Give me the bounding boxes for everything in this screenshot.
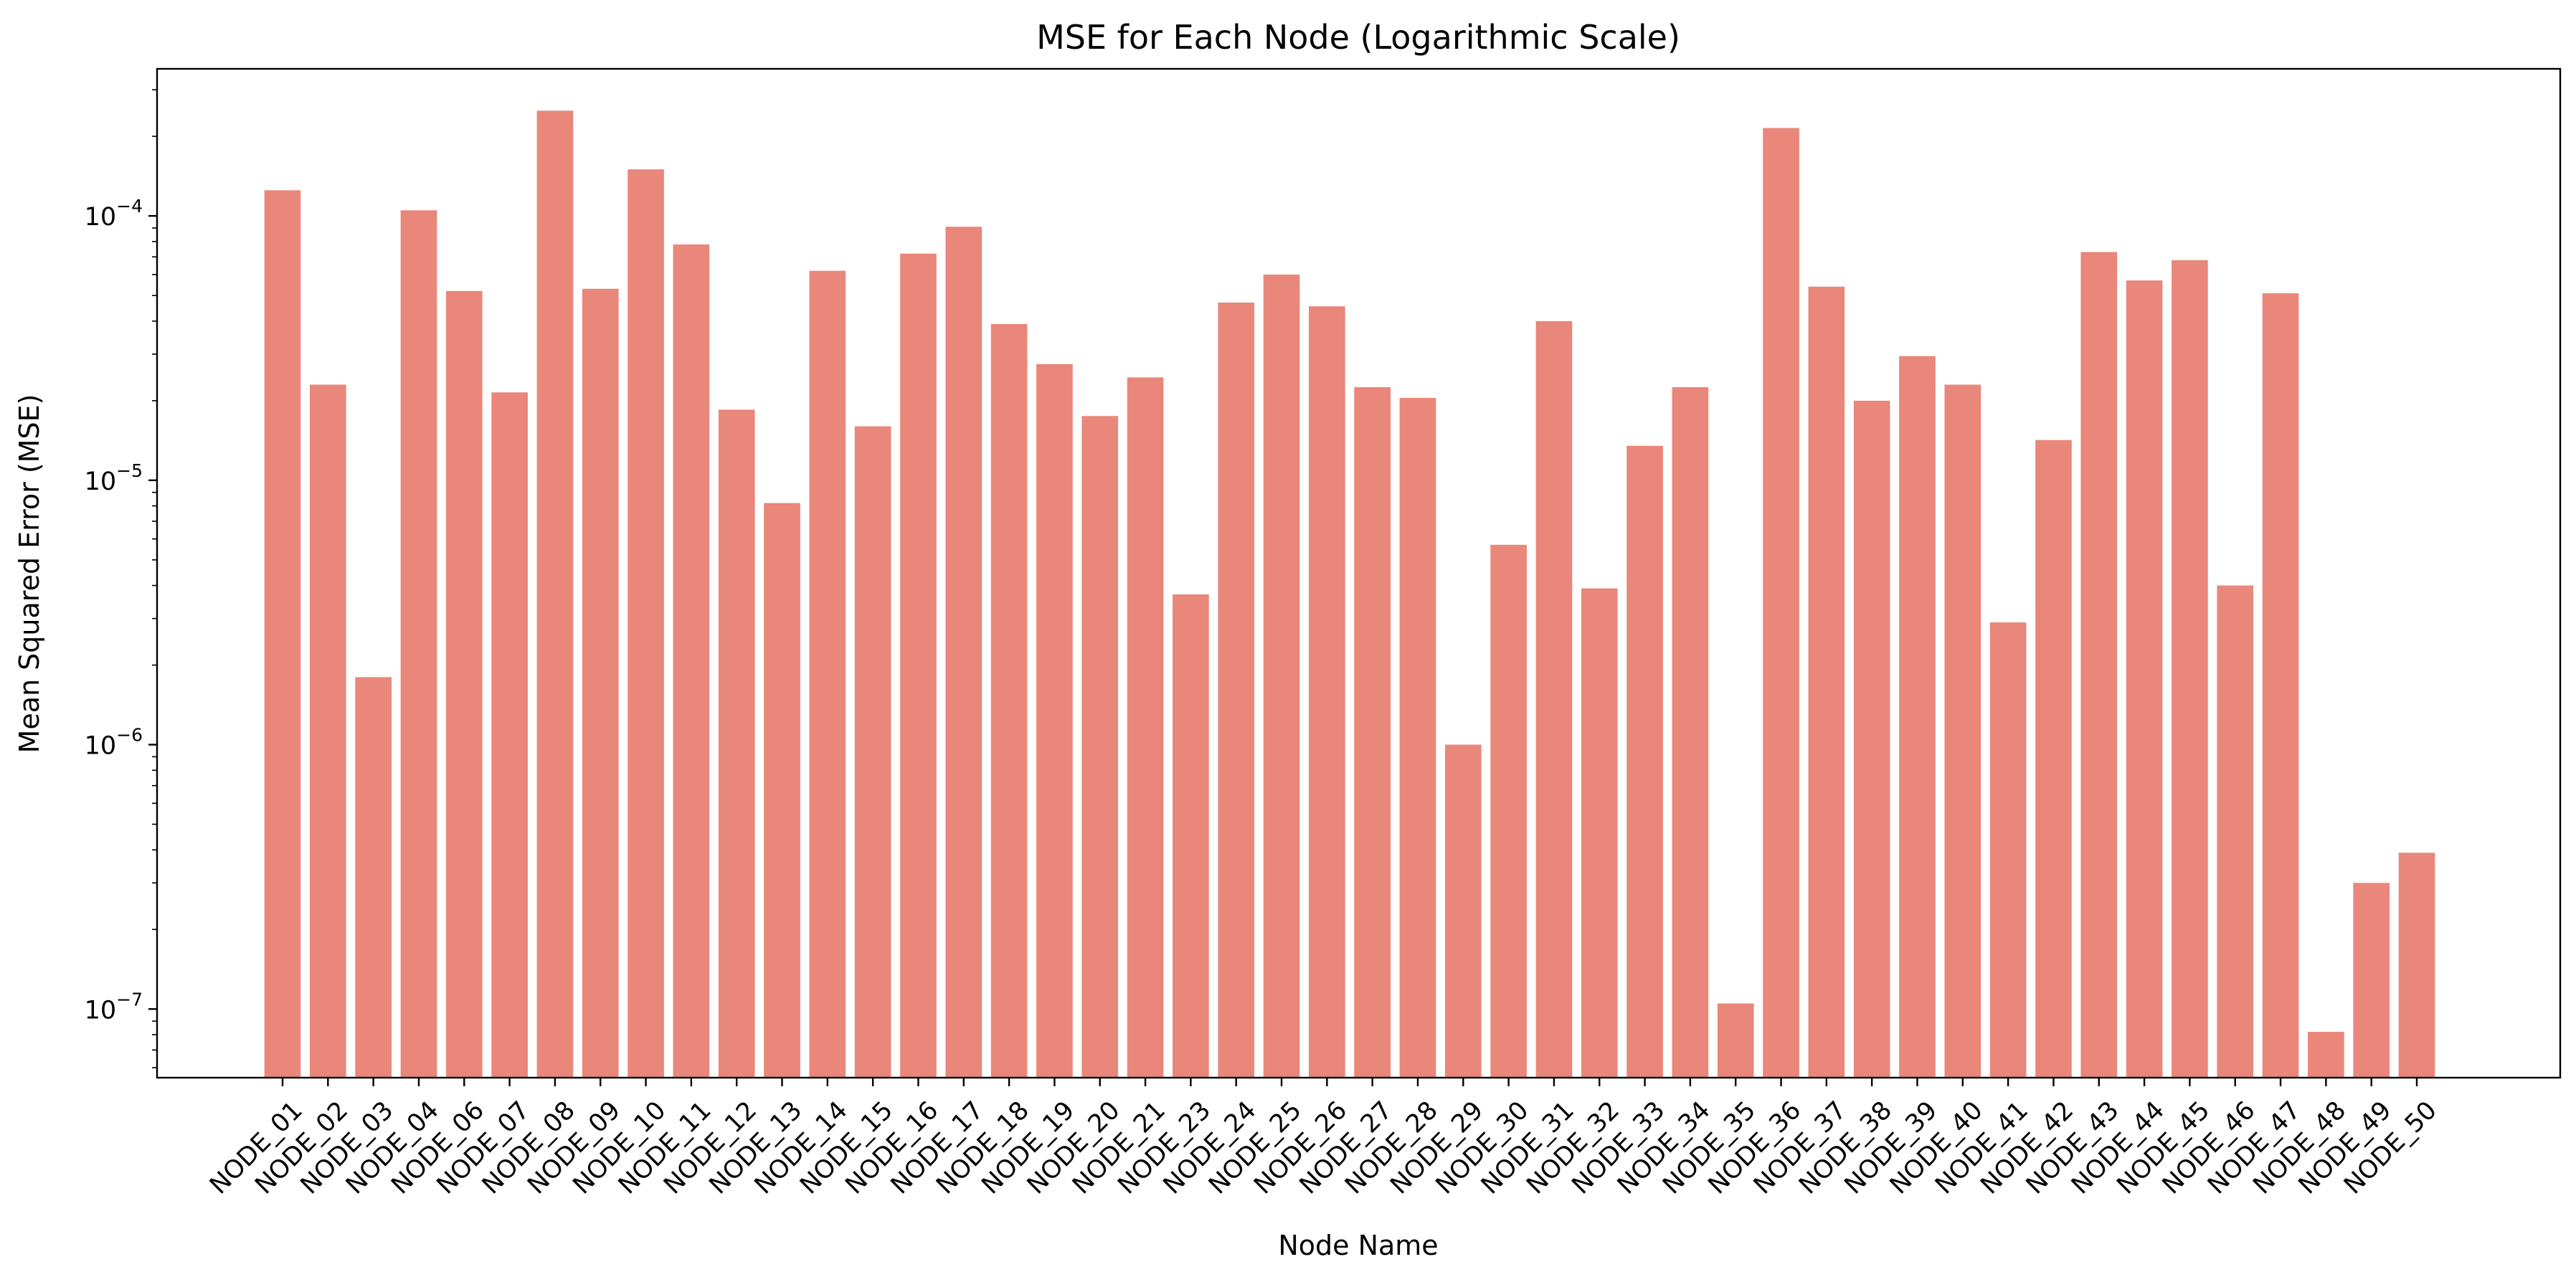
bar-node-25 xyxy=(1263,274,1300,1078)
bar-node-13 xyxy=(764,503,800,1078)
bar-node-19 xyxy=(1036,364,1073,1078)
bar-node-32 xyxy=(1581,588,1618,1078)
bar-node-23 xyxy=(1173,594,1209,1078)
y-tick-label: 10−5 xyxy=(85,460,143,496)
bar-node-08 xyxy=(536,110,574,1078)
bar-node-09 xyxy=(582,288,619,1078)
bar-node-15 xyxy=(854,426,891,1078)
bar-node-21 xyxy=(1127,377,1164,1078)
bar-node-20 xyxy=(1081,416,1119,1078)
plot-frame xyxy=(156,67,2562,1079)
bar-node-40 xyxy=(1944,384,1981,1078)
bars-group xyxy=(264,110,2435,1078)
bar-node-44 xyxy=(2126,280,2163,1078)
bar-node-17 xyxy=(945,227,982,1078)
bar-node-29 xyxy=(1444,744,1482,1078)
y-axis: 10−7 10−6 10−5 10−4 xyxy=(85,89,157,1068)
chart-title: MSE for Each Node (Logarithmic Scale) xyxy=(1036,18,1680,57)
y-tick-label: 10−4 xyxy=(85,196,143,232)
bar-node-28 xyxy=(1399,397,1436,1078)
bar-node-26 xyxy=(1309,306,1345,1078)
bar-node-27 xyxy=(1354,386,1391,1078)
x-axis-title: Node Name xyxy=(1278,1230,1438,1261)
bar-node-48 xyxy=(2308,1032,2344,1078)
bar-node-10 xyxy=(628,169,664,1078)
bar-node-38 xyxy=(1853,400,1890,1078)
y-tick-label: 10−6 xyxy=(85,725,143,761)
y-tick-label: 10−7 xyxy=(85,989,143,1025)
bar-node-18 xyxy=(990,323,1028,1078)
bar-node-46 xyxy=(2217,585,2254,1078)
bar-node-12 xyxy=(718,409,755,1078)
bar-node-03 xyxy=(355,677,392,1078)
bar-node-31 xyxy=(1535,321,1573,1078)
bar-node-16 xyxy=(900,253,937,1078)
bar-node-49 xyxy=(2353,883,2390,1078)
x-axis: NODE_01NODE_02NODE_03NODE_04NODE_06NODE_… xyxy=(204,1078,2443,1200)
bar-node-01 xyxy=(264,190,301,1078)
bar-node-41 xyxy=(1989,622,2027,1078)
bar-node-35 xyxy=(1717,1003,1754,1078)
y-axis-title: Mean Squared Error (MSE) xyxy=(14,394,45,754)
bar-node-06 xyxy=(445,290,483,1078)
bar-node-39 xyxy=(1899,356,1936,1078)
bar-node-02 xyxy=(309,384,346,1078)
bar-node-34 xyxy=(1672,386,1709,1078)
bar-node-43 xyxy=(2080,252,2118,1078)
bar-node-11 xyxy=(673,244,710,1078)
bar-node-36 xyxy=(1763,128,1799,1078)
bar-node-50 xyxy=(2398,853,2435,1078)
bar-node-33 xyxy=(1626,445,1663,1078)
bar-node-37 xyxy=(1808,286,1845,1078)
bar-node-07 xyxy=(491,392,528,1078)
bar-node-42 xyxy=(2035,440,2072,1078)
bar-node-24 xyxy=(1218,303,1255,1078)
bar-node-14 xyxy=(809,270,846,1078)
bar-node-30 xyxy=(1490,544,1527,1078)
bar-node-47 xyxy=(2262,293,2299,1078)
bar-node-45 xyxy=(2172,260,2208,1078)
bar-node-04 xyxy=(400,210,437,1078)
